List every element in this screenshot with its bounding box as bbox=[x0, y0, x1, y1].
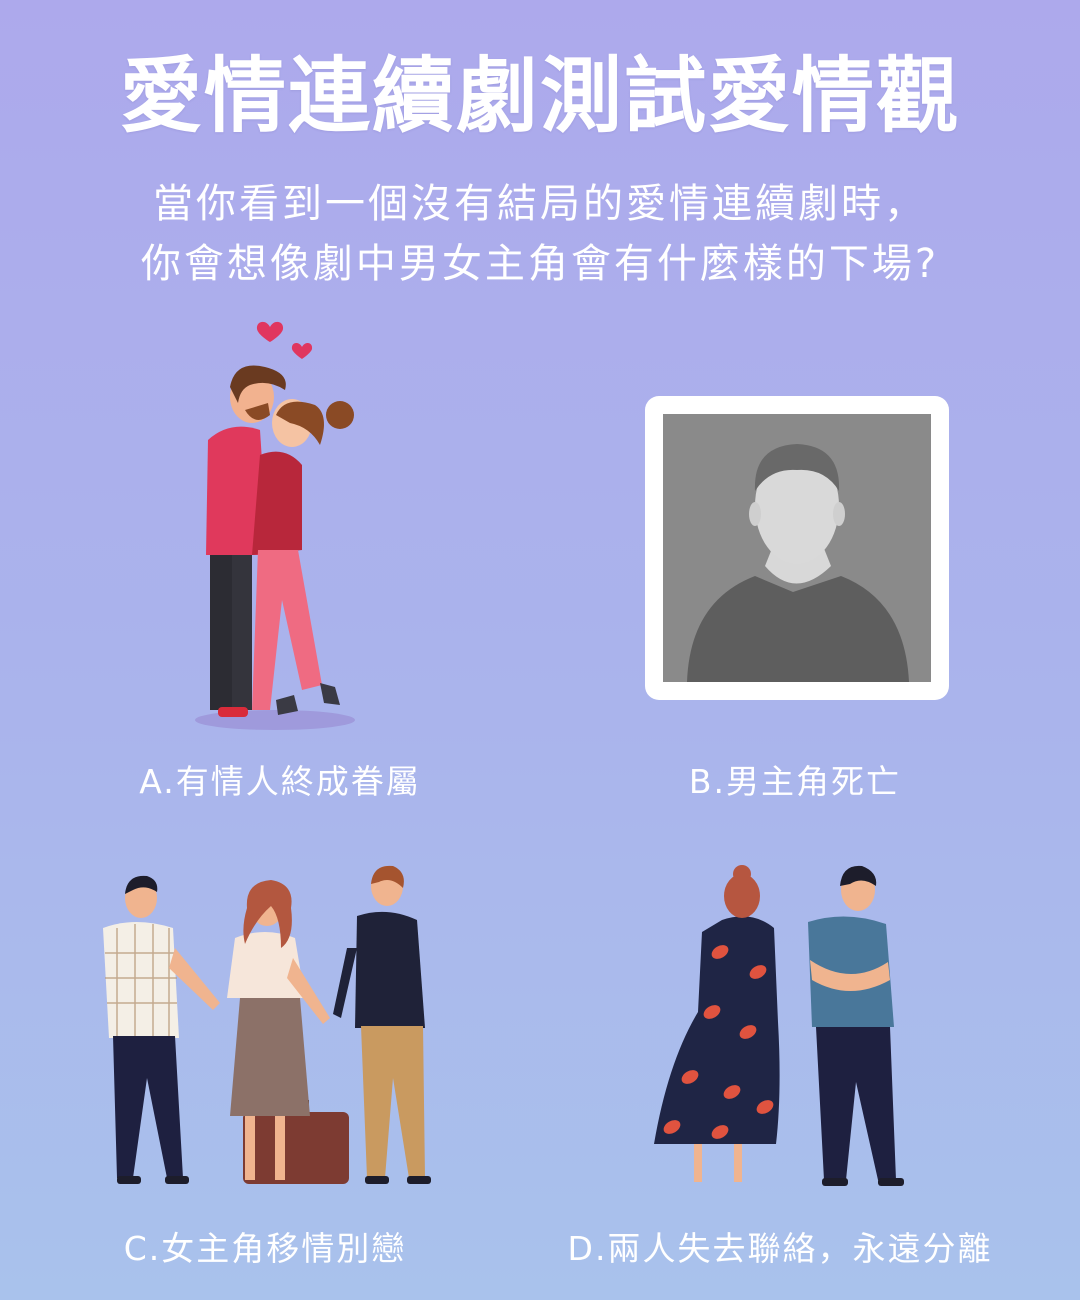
option-a-label[interactable]: A.有情人終成眷屬 bbox=[139, 762, 421, 801]
kissing-couple-illustration[interactable] bbox=[190, 315, 370, 735]
love-triangle-illustration[interactable] bbox=[95, 865, 440, 1198]
option-b-label[interactable]: B.男主角死亡 bbox=[688, 762, 902, 801]
option-d-label[interactable]: D.兩人失去聯絡，永遠分離 bbox=[567, 1229, 993, 1268]
memorial-portrait-silhouette[interactable] bbox=[645, 396, 949, 700]
separated-couple-illustration[interactable] bbox=[650, 862, 920, 1197]
subtitle-line-1: 當你看到一個沒有結局的愛情連續劇時， bbox=[153, 181, 927, 227]
page-title: 愛情連續劇測試愛情觀 bbox=[119, 49, 960, 144]
option-c-label[interactable]: C.女主角移情別戀 bbox=[123, 1229, 407, 1268]
heart-icon bbox=[256, 321, 313, 359]
subtitle-line-2: 你會想像劇中男女主角會有什麼樣的下場? bbox=[140, 241, 940, 287]
